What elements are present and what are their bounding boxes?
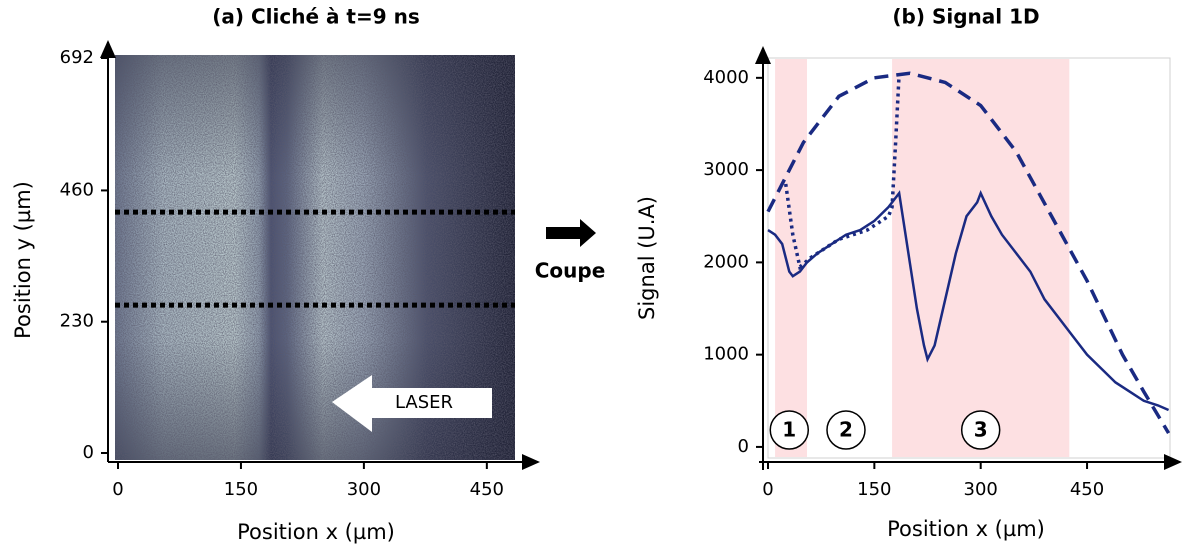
y-axis-label: Signal (U.A): [635, 196, 659, 320]
region-label: 1: [782, 418, 796, 442]
panel-b: (b) Signal 1D Position x (µm) Signal (U.…: [635, 5, 1182, 541]
x-tick-label: 0: [762, 479, 773, 500]
laser-arrow: [332, 375, 492, 432]
shaded-region: [892, 59, 1070, 457]
x-axis-label: Position x (µm): [887, 517, 1045, 541]
x-tick-label: 150: [857, 479, 891, 500]
region-label: 3: [974, 418, 988, 442]
arrow: [546, 219, 596, 247]
region-marker: [769, 410, 810, 450]
x-tick-label: 450: [1070, 479, 1104, 500]
cut-arrow: Coupe: [535, 219, 606, 283]
y-tick-label: 4000: [703, 67, 749, 88]
laser-label: LASER: [395, 392, 453, 413]
y-tick-label: 230: [60, 311, 94, 332]
x-tick-label: 450: [470, 479, 504, 500]
y-tick-label: 3000: [703, 159, 749, 180]
y-tick-label: 692: [60, 47, 94, 68]
x-tick-label: 0: [112, 479, 123, 500]
x-tick-label: 300: [347, 479, 381, 500]
chart-title: (b) Signal 1D: [892, 5, 1039, 29]
region-marker: [826, 410, 866, 450]
series-line: [766, 71, 1171, 434]
y-axis-label: Position y (µm): [11, 181, 35, 339]
x-axis-label: Position x (µm): [237, 520, 395, 544]
cut-label: Coupe: [535, 259, 606, 283]
panel-a: LASER (a) Cliché à t=9 ns Position x (µm…: [11, 5, 540, 544]
y-tick-label: 460: [60, 179, 94, 200]
x-tick-label: 150: [224, 479, 258, 500]
x-tick-label: 300: [964, 479, 998, 500]
y-tick-label: 1000: [703, 344, 749, 365]
region-label: 2: [839, 418, 853, 442]
y-tick-label: 2000: [703, 251, 749, 272]
region-marker: [960, 410, 1001, 450]
shaded-region: [775, 59, 807, 457]
y-tick-label: 0: [83, 442, 94, 463]
chart-title: (a) Cliché à t=9 ns: [212, 5, 420, 29]
y-tick-label: 0: [738, 436, 749, 457]
series-line: [783, 73, 901, 271]
